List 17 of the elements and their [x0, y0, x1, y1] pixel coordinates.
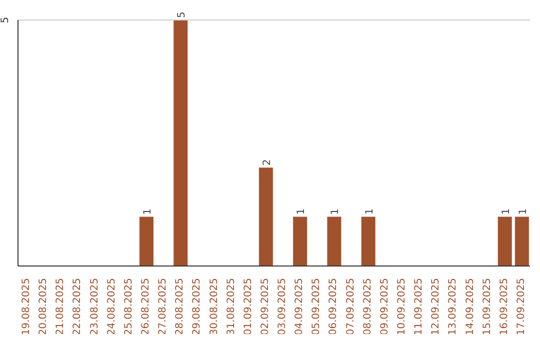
data-label: 1: [518, 208, 529, 215]
data-label: 1: [500, 208, 512, 215]
data-label: 1: [330, 208, 342, 215]
x-tick-label: 11.09.2025: [414, 278, 425, 336]
x-tick-label: 14.09.2025: [464, 278, 476, 336]
data-label: 1: [142, 208, 154, 215]
data-label: 1: [364, 208, 376, 215]
x-tick-label: 13.09.2025: [448, 278, 459, 336]
x-tick-label: 10.09.2025: [396, 278, 408, 336]
x-tick-label: 17.09.2025: [516, 278, 527, 336]
x-tick-label: 12.09.2025: [430, 278, 442, 336]
x-tick-label: 15.09.2025: [482, 278, 493, 336]
data-label: 5: [176, 12, 188, 18]
x-tick-label: 19.08.2025: [21, 278, 32, 336]
x-tick-label: 16.09.2025: [498, 278, 510, 336]
data-label: 1: [296, 208, 308, 215]
data-label: 2: [262, 159, 273, 166]
